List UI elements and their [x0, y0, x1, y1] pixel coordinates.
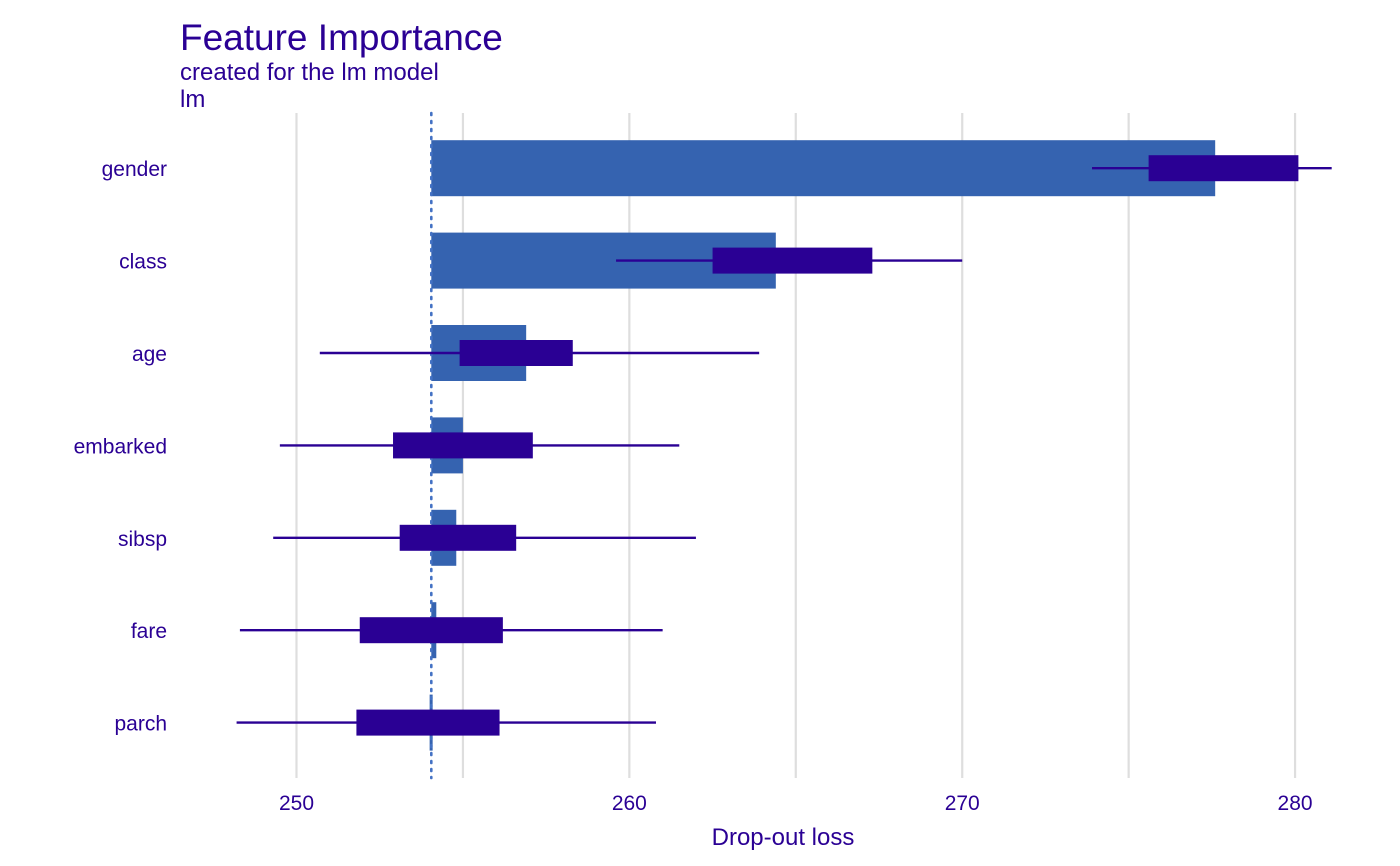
bar-gender [431, 140, 1216, 197]
box-gender [1148, 155, 1299, 182]
y-label-parch: parch [114, 713, 167, 736]
y-label-age: age [132, 343, 167, 366]
box-fare [359, 617, 503, 644]
y-label-gender: gender [102, 158, 167, 181]
x-tick-label: 250 [279, 792, 314, 815]
box-embarked [393, 432, 533, 459]
x-tick-label: 270 [945, 792, 980, 815]
chart-title: Feature Importance [180, 17, 503, 58]
y-label-sibsp: sibsp [118, 528, 167, 551]
x-tick-label: 260 [612, 792, 647, 815]
x-axis-title: Drop-out loss [712, 824, 855, 851]
y-label-fare: fare [131, 620, 167, 643]
box-age [459, 340, 573, 366]
y-axis-labels: gender class age embarked sibsp fare parch [74, 158, 167, 735]
y-label-class: class [119, 251, 167, 274]
box-parch [356, 709, 500, 736]
x-axis-ticks: 250 260 270 280 [279, 792, 1313, 815]
y-label-embarked: embarked [74, 435, 167, 458]
boxplots [236, 155, 1332, 736]
model-label: lm [180, 86, 205, 113]
box-class [712, 247, 873, 274]
x-tick-label: 280 [1278, 792, 1313, 815]
chart-subtitle: created for the lm model [180, 59, 439, 86]
box-sibsp [399, 524, 517, 551]
